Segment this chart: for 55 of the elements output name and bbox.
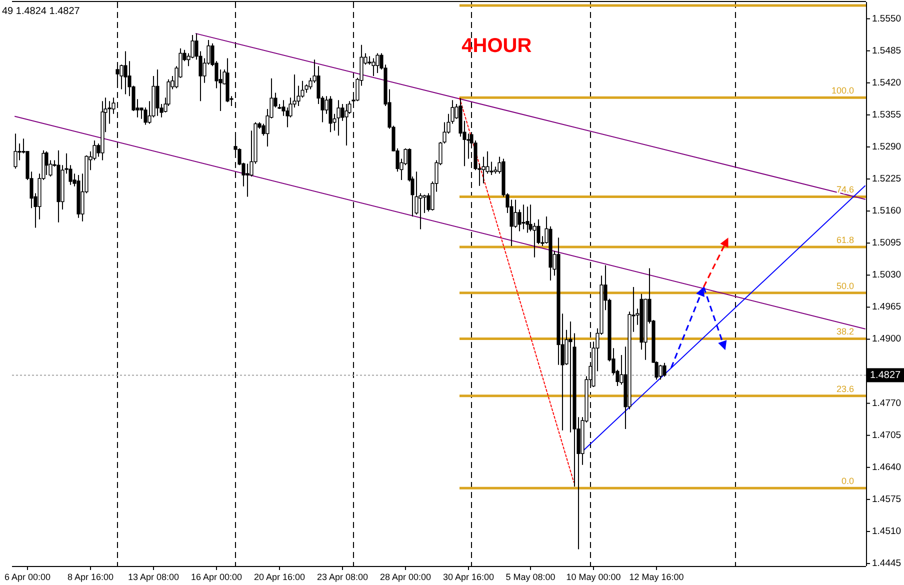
annotation: 61.8 bbox=[836, 235, 854, 246]
ref-line-label: 1.4827 bbox=[870, 370, 902, 381]
y-tick-label: 1.5030 bbox=[872, 270, 902, 281]
candlestick bbox=[514, 199, 518, 228]
annotation: 74.6 bbox=[836, 184, 854, 195]
candlestick bbox=[156, 69, 160, 116]
text: 4HOUR bbox=[462, 35, 532, 57]
y-tick-label: 1.4965 bbox=[872, 302, 902, 313]
y-tick-label: 1.4510 bbox=[872, 526, 902, 538]
y-tick-label: 1.5355 bbox=[872, 109, 902, 120]
candlestick bbox=[124, 50, 128, 95]
x-tick-label: 20 Apr 16:00 bbox=[254, 572, 306, 582]
x-tick-label: 6 Apr 00:00 bbox=[4, 572, 51, 582]
y-tick-label: 1.5485 bbox=[872, 45, 902, 56]
annotation: 100.0 bbox=[831, 86, 854, 96]
candlestick bbox=[376, 52, 380, 74]
x-tick-label: 10 May 00:00 bbox=[566, 572, 621, 582]
x-tick-label: 23 Apr 08:00 bbox=[316, 572, 368, 582]
y-tick-label: 1.5225 bbox=[872, 174, 902, 185]
candlestick bbox=[658, 364, 662, 380]
candlestick bbox=[14, 133, 18, 170]
x-tick-label: 13 Apr 08:00 bbox=[128, 572, 180, 582]
candlestick bbox=[336, 100, 340, 136]
y-tick-label: 1.4705 bbox=[872, 430, 902, 441]
annotation: 38.2 bbox=[836, 326, 854, 337]
candlestick bbox=[344, 104, 348, 146]
y-tick-label: 1.5160 bbox=[872, 206, 902, 217]
x-tick-label: 16 Apr 00:00 bbox=[190, 572, 242, 582]
x-tick-label: 8 Apr 16:00 bbox=[67, 572, 114, 582]
y-tick-label: 1.4640 bbox=[872, 462, 902, 473]
y-tick-label: 1.4770 bbox=[872, 398, 902, 409]
candlestick bbox=[522, 204, 526, 230]
candlestick bbox=[422, 194, 426, 214]
y-tick-label: 1.4575 bbox=[872, 494, 902, 505]
candlestick bbox=[482, 156, 486, 184]
y-tick-label: 1.4445 bbox=[872, 558, 902, 570]
y-tick-label: 1.5095 bbox=[872, 238, 902, 249]
x-tick-label: 30 Apr 16:00 bbox=[442, 572, 494, 582]
y-tick-label: 1.5550 bbox=[872, 13, 902, 24]
x-tick-label: 12 May 16:00 bbox=[629, 572, 684, 582]
candlestick bbox=[120, 64, 124, 90]
annotation: 49 1.4824 1.4827 bbox=[2, 6, 80, 17]
candlestick bbox=[246, 163, 250, 198]
y-tick-label: 1.5420 bbox=[872, 77, 902, 88]
annotation: 50.0 bbox=[836, 280, 854, 291]
x-tick-label: 5 May 08:00 bbox=[506, 572, 556, 582]
candlestick bbox=[526, 206, 530, 234]
candlestick bbox=[372, 58, 376, 76]
x-tick-label: 28 Apr 00:00 bbox=[380, 572, 432, 582]
annotation: 0.0 bbox=[841, 476, 854, 486]
annotation: 23.6 bbox=[836, 384, 854, 394]
candlestick bbox=[662, 362, 666, 378]
y-tick-label: 1.4900 bbox=[872, 334, 902, 345]
candlestick bbox=[44, 150, 48, 176]
y-tick-label: 1.5290 bbox=[872, 141, 902, 152]
